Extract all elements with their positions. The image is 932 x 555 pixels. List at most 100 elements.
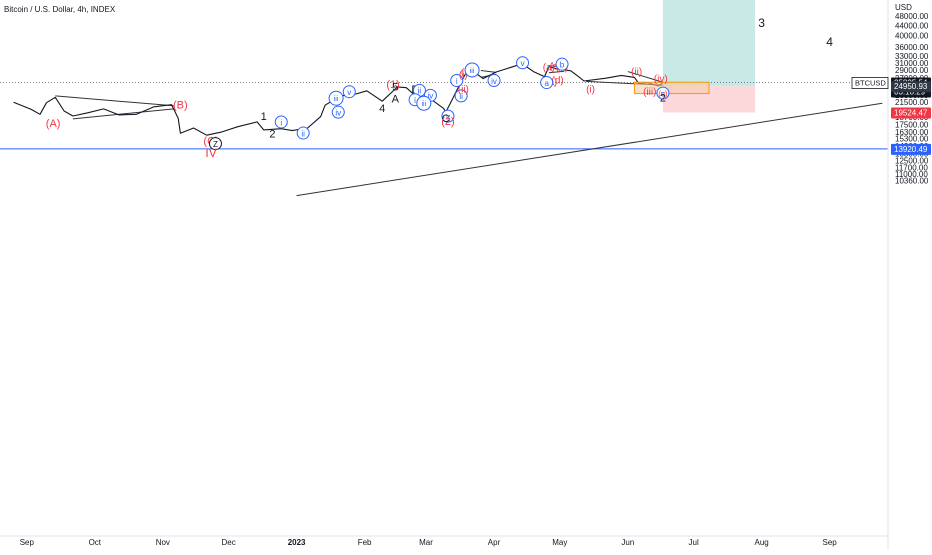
wave-label-46: (v) [658, 89, 668, 98]
x-tick-9: Jun [621, 538, 634, 547]
wave-label-3: Z [213, 140, 218, 149]
wave-label-44: (iii) [643, 87, 656, 98]
wave-circle-9 [331, 105, 345, 119]
wave-circle-33 [516, 56, 530, 70]
wave-label-25: i [456, 77, 458, 86]
wave-circle-30 [464, 62, 480, 78]
wave-label-16: A [392, 94, 400, 106]
stop-badge-text-0: 19524.47 [894, 109, 928, 118]
wave-label-35: (c) [550, 62, 562, 73]
symbol-title: Bitcoin / U.S. Dollar, 4h, INDEX [4, 5, 116, 14]
wave-label-6: i [280, 118, 282, 127]
wave-label-30: iii [470, 68, 475, 75]
wave-circle-21 [416, 95, 432, 111]
wave-label-22: v [446, 112, 450, 121]
wave-label-14: (1) [386, 79, 399, 91]
wave-label-20: i [414, 96, 416, 105]
wave-label-8: ii [301, 129, 305, 138]
wave-label-41: (i) [586, 85, 595, 96]
entry-badge-bg [891, 81, 931, 93]
y-tick-14: 16300.00 [895, 128, 929, 137]
y-tick-21: 10360.00 [895, 177, 929, 186]
wave-circle-6 [274, 115, 288, 129]
x-tick-0: Sep [20, 538, 35, 547]
wave-label-45: c [661, 89, 665, 98]
ticker-badge: BTCUSD [855, 78, 886, 87]
y-axis-unit: USD [895, 3, 912, 12]
x-tick-10: Jul [689, 538, 699, 547]
x-tick-4: 2023 [288, 538, 306, 547]
y-tick-18: 12500.00 [895, 156, 929, 165]
x-tick-5: Feb [358, 538, 372, 547]
wave-label-9: iv [335, 108, 341, 117]
wave-circle-12 [342, 85, 356, 99]
hline-badge-bg [891, 143, 931, 155]
wave-label-23: C [442, 113, 450, 125]
wave-label-4: IV [205, 146, 216, 160]
wave-label-13: 4 [379, 103, 385, 115]
wave-circle-22 [441, 109, 455, 123]
x-tick-11: Aug [755, 538, 769, 547]
wave-label-37: b [560, 60, 565, 69]
wave-label-26: ii [459, 92, 463, 101]
y-tick-10: 21500.00 [895, 98, 929, 107]
trendline-5 [548, 70, 565, 74]
wave-circle-25 [450, 73, 464, 87]
wave-label-27: (i) [459, 70, 468, 81]
wave-label-7: 2 [269, 129, 275, 141]
wave-circle-26 [454, 89, 468, 103]
wave-label-48: 3 [758, 16, 765, 30]
wave-label-31: iv [491, 77, 497, 86]
wave-label-42: (ii) [631, 67, 642, 78]
y-tick-13: 17500.00 [895, 120, 929, 129]
highlight-box [633, 81, 710, 95]
y-tick-15: 15300.00 [895, 135, 929, 144]
x-tick-3: Dec [221, 538, 235, 547]
wave-label-40: a [544, 79, 549, 88]
y-tick-3: 36000.00 [895, 43, 929, 52]
wave-label-1: (B) [173, 100, 188, 112]
y-tick-6: 29000.00 [895, 66, 929, 75]
y-tick-5: 31000.00 [895, 59, 929, 68]
wave-label-12: v [347, 88, 351, 97]
wave-label-5: 1 [261, 111, 267, 123]
plot-area: (A)(B)(C)ZIV1i2iiiviii3v4(1)5ABiiiviiiiv… [0, 0, 888, 197]
hline-badge-text-0: 13920.49 [894, 145, 928, 154]
trendline-1 [72, 108, 174, 120]
y-tick-20: 11000.00 [895, 170, 928, 179]
stop-badge-bg [891, 107, 931, 119]
x-tick-8: May [552, 538, 567, 547]
y-tick-2: 40000.00 [895, 32, 929, 41]
wave-circle-31 [487, 73, 501, 87]
wave-label-43: (iv) [654, 74, 668, 85]
y-tick-0: 48000.00 [895, 12, 929, 21]
trendline-2 [480, 69, 497, 73]
wave-label-24: (2) [441, 116, 454, 128]
trendline-0 [55, 95, 174, 107]
wave-label-34: (a) [543, 62, 555, 73]
wave-circle-40 [540, 76, 554, 90]
y-tick-4: 33000.00 [895, 52, 929, 61]
x-tick-12: Sep [823, 538, 838, 547]
wave-circle-45 [656, 86, 670, 100]
ticker-badge-bg [851, 77, 889, 89]
wave-label-33: v [521, 59, 525, 68]
entry-badge-text-0: 24950.93 [894, 82, 928, 91]
y-tick-19: 11700.00 [895, 163, 928, 172]
wave-label-49: 4 [826, 35, 833, 49]
wave-label-18: ii [418, 87, 422, 96]
wave-circle-3 [208, 137, 222, 151]
trendline-7 [627, 71, 664, 83]
wave-label-19: iv [428, 92, 434, 101]
trendline-8 [296, 102, 883, 197]
wave-label-10: iii [334, 96, 339, 103]
x-tick-6: Mar [419, 538, 433, 547]
wave-circle-10 [328, 90, 344, 106]
x-tick-7: Apr [488, 538, 501, 547]
wave-label-39: (d) [552, 75, 564, 86]
wave-label-21: iii [422, 101, 427, 108]
wave-circle-8 [296, 126, 310, 140]
wave-label-28: (ii) [458, 85, 469, 96]
